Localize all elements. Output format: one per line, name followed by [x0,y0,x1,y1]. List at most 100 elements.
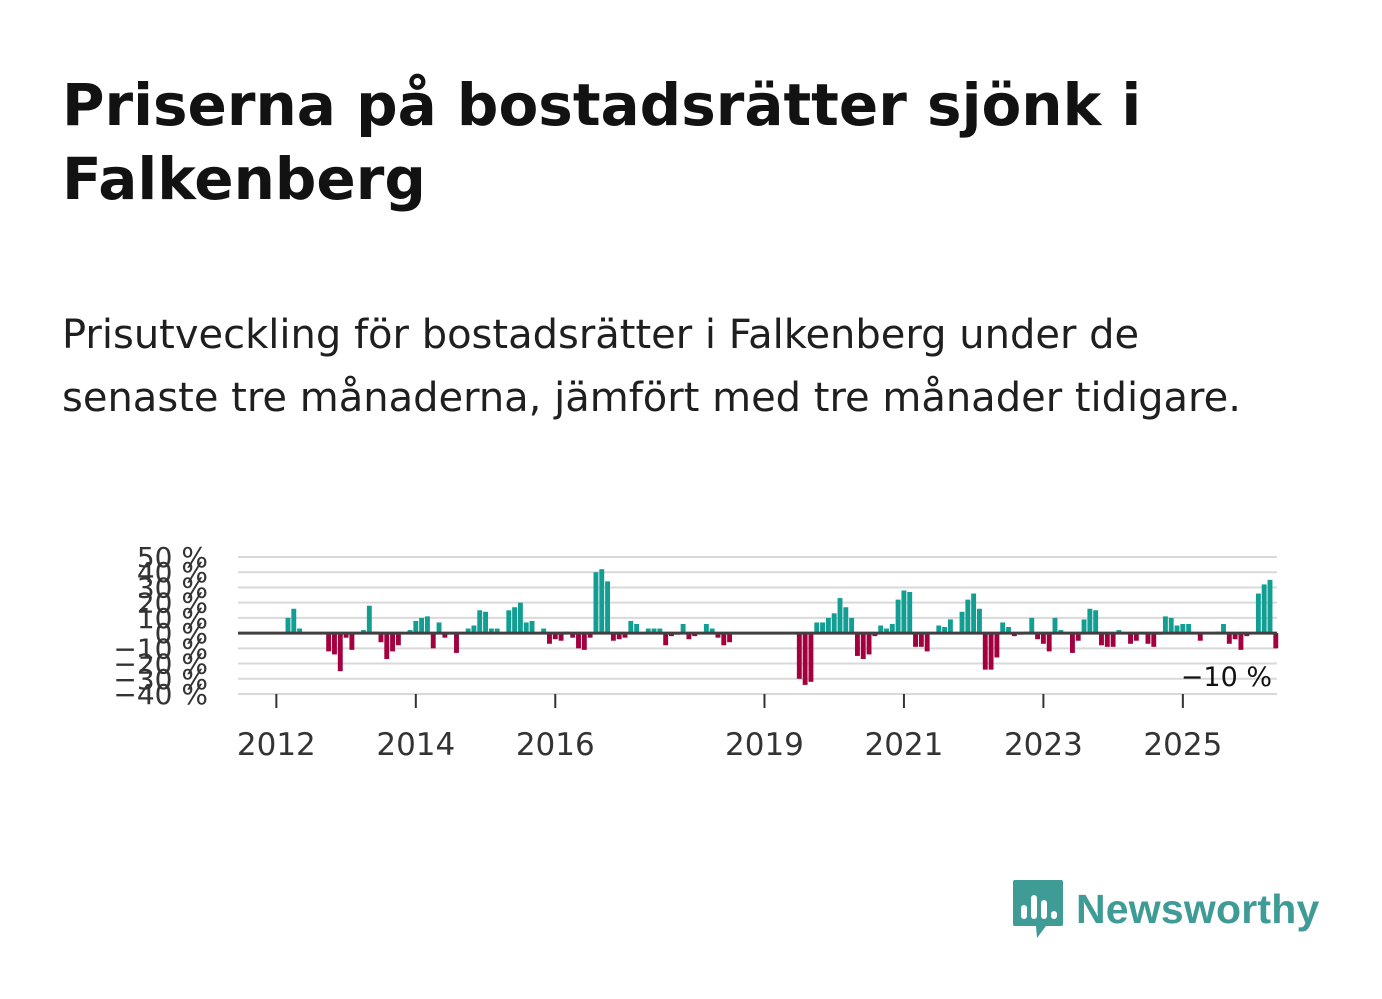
bar [959,611,965,634]
bar [1011,633,1017,637]
bar [599,569,605,634]
bar [587,633,593,638]
grid-layer [238,556,1277,695]
bar [1040,633,1046,644]
y-tick-label: 20 % [137,587,208,620]
bar [477,610,483,634]
bar [1226,633,1232,644]
bar [593,572,599,634]
bar [802,633,808,685]
bar [581,633,587,650]
bar [1128,633,1133,644]
bar [517,602,523,634]
bar [413,620,419,634]
bar [366,605,372,634]
brand-name: Newsworthy [1076,885,1320,932]
newsworthy-logo-icon [1013,880,1063,938]
bar [1145,633,1151,644]
bar [814,622,820,634]
bar [866,633,872,655]
bar [663,633,669,646]
bar [1046,633,1052,652]
bar [361,630,366,634]
y-tick-label: 10 % [137,602,208,635]
bar [1087,608,1093,634]
x-tick-label: 2023 [1004,727,1083,763]
bar [465,628,471,634]
bar [488,628,494,634]
bar [494,628,500,634]
bar [942,627,948,634]
bar [291,608,297,634]
bar [982,633,988,670]
bar [436,622,442,634]
bar [1267,579,1273,634]
page-title: Priserna på bostadsrätter sjönk i Falken… [62,71,1142,213]
bar [454,633,459,653]
bar [692,633,698,637]
bar [471,625,477,634]
bar [1116,630,1122,634]
bar [541,628,547,634]
bar [971,593,977,634]
bar [715,633,721,638]
bar [936,625,942,634]
bar [1180,623,1186,634]
x-tick-label: 2012 [237,727,316,763]
bar [872,633,878,637]
bar [337,633,343,672]
y-tick-label: −20 % [113,648,208,681]
bar [1093,610,1099,634]
bar [1052,617,1058,634]
bar [965,599,971,634]
x-tick-label: 2014 [376,727,455,763]
bar [1081,619,1087,634]
bar [424,616,430,634]
bar [1244,633,1250,637]
bar [407,630,413,634]
bar [529,620,535,634]
bar [547,633,552,644]
bar [285,617,291,634]
bar [913,633,918,647]
bar [849,617,855,634]
bar [506,610,512,634]
bar [1221,623,1226,634]
page-subtitle: Prisutveckling för bostadsrätter i Falke… [62,312,1241,421]
bar [1186,623,1192,634]
brand-logo: Newsworthy [1012,878,1320,940]
bar [622,633,628,638]
bar [669,633,674,637]
bar [686,633,692,640]
bar [616,633,622,640]
bar [1069,633,1075,653]
bar [576,633,581,649]
bar [889,623,895,634]
y-tick-label: −10 % [113,632,208,665]
bar [552,633,558,640]
bar [1000,622,1006,634]
axis-layer: 50 %40 %30 %20 %10 %0 %−10 %−20 %−30 %−4… [113,541,1277,763]
bar [1110,633,1116,647]
bar [709,628,715,634]
bar [1238,633,1244,650]
x-tick-label: 2016 [516,727,595,763]
bar [1075,633,1081,641]
bar [378,633,384,643]
bar [523,622,529,634]
bar [512,607,518,634]
bar [1168,617,1174,634]
bar [977,608,982,634]
bar [1273,633,1279,649]
bar [645,628,651,634]
bar [1174,625,1180,634]
bar [1099,633,1104,646]
bar [831,613,837,634]
y-tick-label: 50 % [137,541,208,574]
bar [384,633,390,659]
bar [808,633,814,682]
bar [1104,633,1110,647]
bar [610,633,616,641]
bar [419,617,425,634]
